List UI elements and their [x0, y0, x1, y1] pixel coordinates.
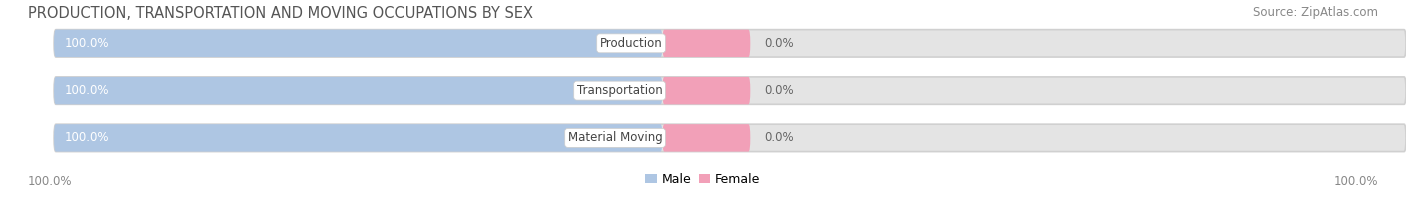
FancyBboxPatch shape	[662, 30, 751, 57]
FancyBboxPatch shape	[53, 77, 662, 104]
Text: 100.0%: 100.0%	[1333, 175, 1378, 188]
FancyBboxPatch shape	[53, 30, 1406, 57]
FancyBboxPatch shape	[53, 30, 662, 57]
Text: Source: ZipAtlas.com: Source: ZipAtlas.com	[1253, 6, 1378, 19]
Text: PRODUCTION, TRANSPORTATION AND MOVING OCCUPATIONS BY SEX: PRODUCTION, TRANSPORTATION AND MOVING OC…	[28, 6, 533, 21]
FancyBboxPatch shape	[53, 77, 1406, 104]
Text: 100.0%: 100.0%	[65, 37, 108, 50]
Text: 100.0%: 100.0%	[28, 175, 73, 188]
Text: Production: Production	[600, 37, 662, 50]
FancyBboxPatch shape	[662, 77, 751, 104]
Text: 0.0%: 0.0%	[763, 131, 793, 144]
Text: Material Moving: Material Moving	[568, 131, 662, 144]
Text: 100.0%: 100.0%	[65, 84, 108, 97]
Text: 0.0%: 0.0%	[763, 37, 793, 50]
Text: 100.0%: 100.0%	[65, 131, 108, 144]
Legend: Male, Female: Male, Female	[641, 168, 765, 191]
Text: Transportation: Transportation	[576, 84, 662, 97]
FancyBboxPatch shape	[662, 124, 751, 152]
Text: 0.0%: 0.0%	[763, 84, 793, 97]
FancyBboxPatch shape	[53, 124, 662, 152]
FancyBboxPatch shape	[53, 124, 1406, 152]
